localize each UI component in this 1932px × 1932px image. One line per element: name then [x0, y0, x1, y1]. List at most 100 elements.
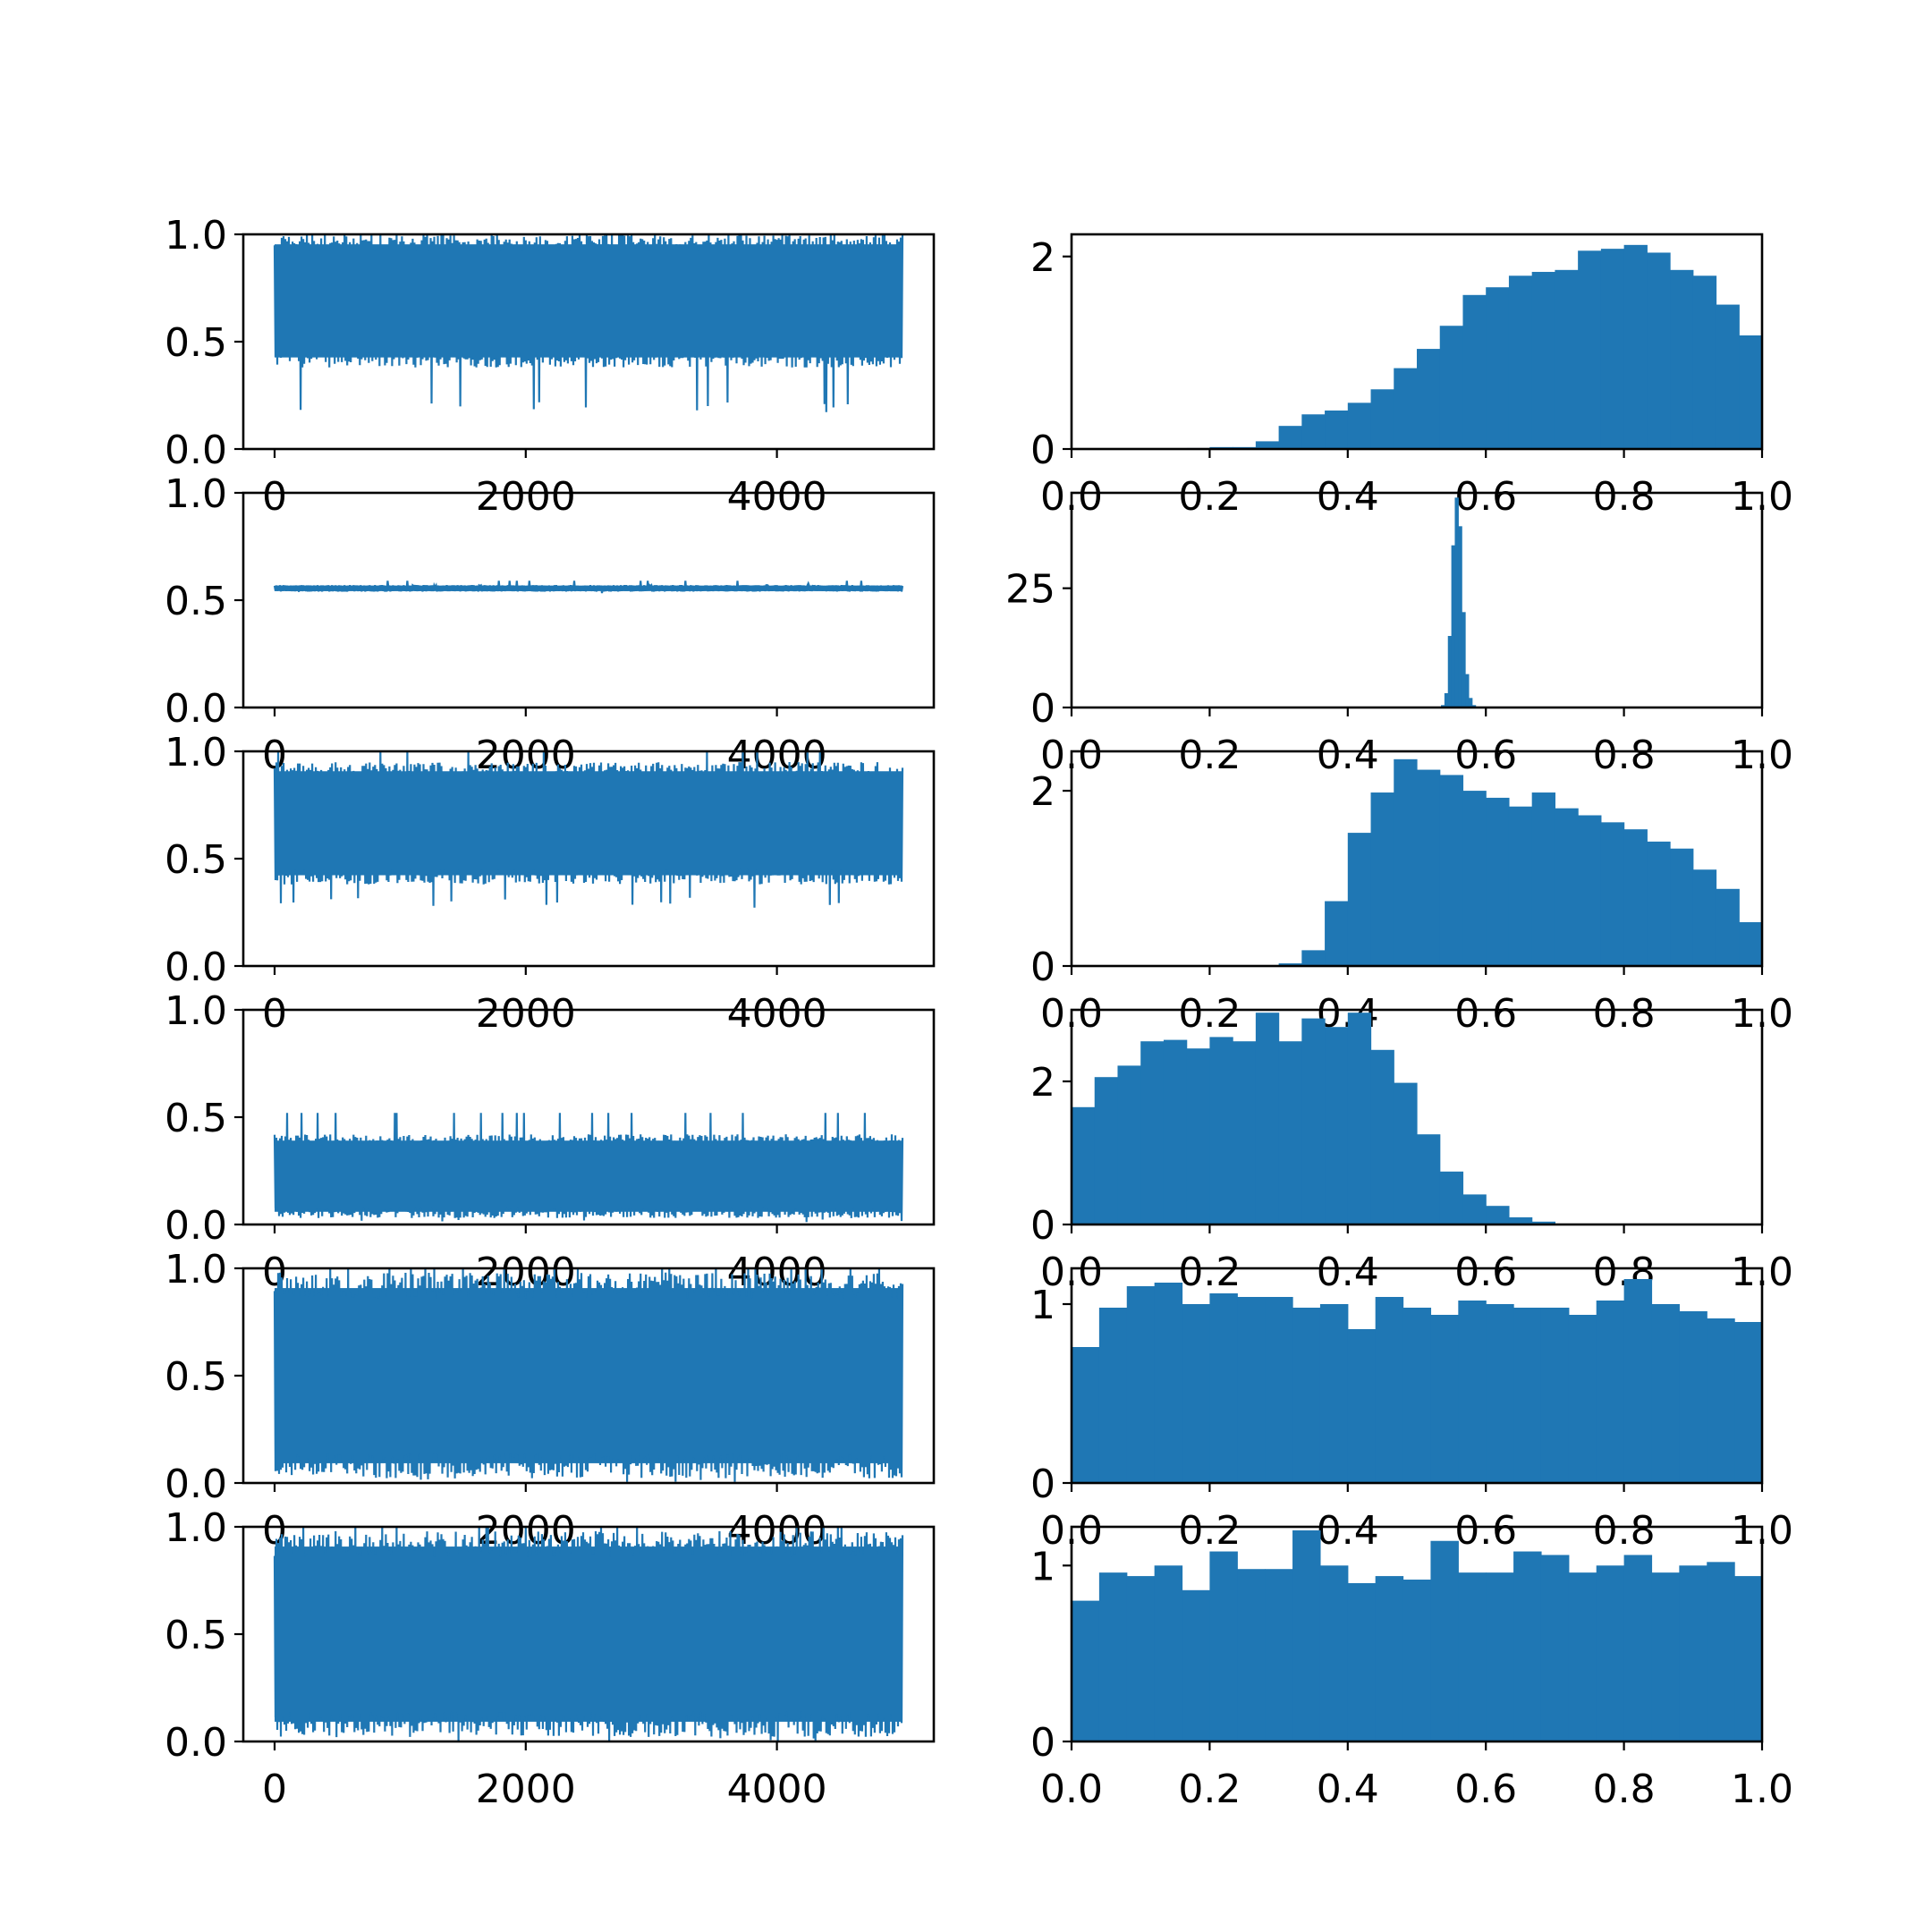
x-tick-label: 0.8	[1593, 733, 1656, 778]
hist-bar	[1679, 1311, 1707, 1483]
hist-bar	[1540, 1308, 1570, 1483]
y-tick-label: 1.0	[165, 1505, 227, 1551]
hist-bar	[1182, 1304, 1210, 1483]
plot-area	[1072, 1013, 1579, 1224]
hist-bar	[1439, 326, 1464, 449]
x-tick-label: 0.4	[1317, 1250, 1379, 1295]
x-tick-label: 0	[262, 1508, 287, 1554]
hist-bar	[1441, 705, 1445, 708]
hist-bar	[1209, 1293, 1238, 1483]
hist-bar	[1739, 922, 1762, 966]
hist-bar	[1451, 545, 1456, 708]
y-tick-label: 1.0	[165, 1247, 227, 1292]
axes-frame	[1070, 233, 1764, 451]
x-tick-label: 4000	[727, 991, 827, 1037]
x-tick-label: 4000	[727, 1767, 827, 1812]
hist-bar	[1465, 674, 1470, 708]
x-tick-label: 2000	[476, 991, 576, 1037]
y-tick-label: 2	[1030, 235, 1055, 281]
x-tick-label: 0	[262, 1250, 287, 1295]
hist-bar	[1209, 1551, 1238, 1741]
y-tick-label: 0	[1030, 1720, 1055, 1766]
hist-bar	[1454, 497, 1459, 708]
x-tick-label: 0	[262, 991, 287, 1037]
y-tick-label: 1.0	[165, 471, 227, 517]
plot-area	[1278, 758, 1762, 966]
plot-area	[273, 751, 904, 908]
trace-line	[273, 1527, 904, 1741]
hist-bar	[1325, 1027, 1349, 1224]
hist-bar	[1237, 1297, 1266, 1483]
hist-panel-1: 0.0 0.2 0.4 0.6 0.8 1.002	[1030, 233, 1793, 520]
x-tick-label: 1.0	[1731, 1767, 1793, 1812]
hist-bar	[1471, 705, 1477, 708]
hist-bar	[1513, 1308, 1542, 1483]
trace-panel-4: 0 2000 4000 0.0 0.5 1.0	[165, 988, 936, 1295]
y-tick-label: 0.5	[165, 1354, 227, 1400]
hist-bar	[1301, 414, 1326, 449]
x-tick-label: 0.6	[1454, 1508, 1517, 1554]
trace-panel-3: 0 2000 4000 0.0 0.5 1.0	[165, 730, 936, 1037]
x-tick-label: 0.8	[1593, 474, 1656, 520]
hist-bar	[1508, 1217, 1533, 1224]
x-tick-label: 0.6	[1454, 1767, 1517, 1812]
hist-bar	[1325, 410, 1349, 449]
hist-bar	[1692, 275, 1717, 449]
hist-bar	[1278, 426, 1302, 449]
x-tick-label: 0.2	[1178, 474, 1241, 520]
plot-area	[1441, 497, 1477, 708]
hist-bar	[1233, 1041, 1257, 1224]
plot-area	[1072, 1530, 1762, 1741]
hist-bar	[1458, 526, 1462, 708]
hist-bar	[1394, 368, 1418, 449]
x-tick-label: 0	[262, 474, 287, 520]
x-tick-label: 0.4	[1317, 1767, 1379, 1812]
hist-bar	[1325, 901, 1349, 966]
hist-bar	[1716, 304, 1740, 449]
trace-panel-6: 0 2000 4000 0.0 0.5 1.0	[165, 1505, 936, 1812]
hist-bar	[1555, 808, 1579, 966]
x-tick-label: 0.8	[1593, 1767, 1656, 1812]
hist-bar	[1647, 841, 1671, 966]
hist-bar	[1462, 612, 1466, 708]
hist-bar	[1237, 1569, 1266, 1741]
hist-bar	[1292, 1530, 1321, 1741]
hist-bar	[1370, 389, 1394, 449]
x-tick-label: 0.2	[1178, 733, 1241, 778]
x-tick-label: 2000	[476, 474, 576, 520]
y-tick-label: 0.0	[165, 945, 227, 990]
hist-bar	[1707, 1562, 1735, 1741]
hist-bar	[1540, 1555, 1570, 1741]
x-tick-label: 0.2	[1178, 1250, 1241, 1295]
hist-bar	[1209, 1037, 1233, 1224]
hist-bar	[1707, 1318, 1735, 1483]
x-tick-label: 0.4	[1317, 1508, 1379, 1554]
x-tick-label: 0.2	[1178, 1508, 1241, 1554]
hist-bar	[1072, 1347, 1100, 1483]
hist-bar	[1402, 1580, 1432, 1741]
hist-bar	[1651, 1304, 1680, 1483]
hist-panel-3: 0.00.20.40.60.81.002	[1030, 750, 1793, 1037]
x-tick-label: 2000	[476, 1767, 576, 1812]
hist-bar	[1600, 249, 1625, 449]
hist-bar	[1347, 402, 1372, 449]
hist-bar	[1394, 758, 1418, 966]
hist-bar	[1596, 1565, 1625, 1741]
trace-line	[273, 234, 904, 412]
hist-bar	[1444, 693, 1449, 708]
hist-bar	[1154, 1565, 1183, 1741]
x-tick-label: 0.6	[1454, 991, 1517, 1037]
x-tick-label: 0.8	[1593, 991, 1656, 1037]
axes-frame	[1070, 491, 1764, 709]
hist-bar	[1447, 636, 1453, 708]
hist-bar	[1347, 1013, 1372, 1224]
axes-frame	[1070, 1008, 1764, 1226]
hist-bar	[1600, 822, 1625, 966]
plot-area	[273, 234, 904, 412]
axes-frame	[1070, 1267, 1764, 1485]
hist-bar	[1154, 1283, 1183, 1483]
hist-bar	[1458, 1301, 1487, 1483]
hist-bar	[1596, 1301, 1625, 1483]
y-tick-label: 0.5	[165, 837, 227, 883]
